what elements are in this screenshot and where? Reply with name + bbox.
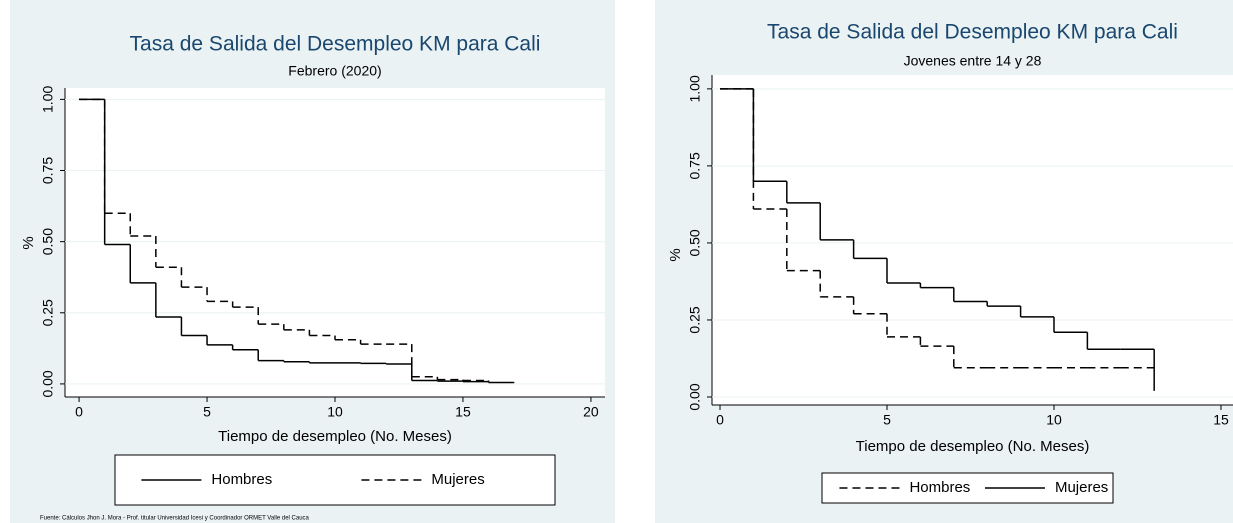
y-tick-label: 0.75 [40, 157, 56, 184]
chart-title: Tasa de Salida del Desempleo KM para Cal… [130, 33, 541, 56]
y-tick-label: 1.00 [40, 86, 56, 113]
y-axis-label: % [667, 248, 684, 261]
plot-area [65, 88, 605, 397]
legend-label: Hombres [909, 479, 970, 496]
legend-label: Hombres [211, 471, 272, 488]
x-axis-label: Tiempo de desempleo (No. Meses) [218, 428, 452, 445]
y-tick-label: 0.25 [40, 299, 56, 326]
x-tick-label: 15 [455, 404, 471, 420]
plot-area [712, 75, 1233, 405]
x-tick-label: 20 [583, 404, 599, 420]
x-tick-label: 5 [203, 404, 211, 420]
x-tick-label: 0 [75, 404, 83, 420]
chart-subtitle: Jovenes entre 14 y 28 [904, 53, 1042, 69]
chart-title: Tasa de Salida del Desempleo KM para Cal… [767, 21, 1178, 44]
y-axis-label: % [20, 236, 37, 249]
x-tick-label: 15 [1213, 412, 1229, 428]
y-tick-label: 0.50 [40, 228, 56, 255]
y-tick-label: 0.00 [40, 370, 56, 397]
legend-label: Mujeres [1055, 479, 1108, 496]
legend-label: Mujeres [431, 471, 484, 488]
y-tick-label: 1.00 [687, 75, 703, 102]
x-tick-label: 10 [1046, 412, 1062, 428]
y-tick-label: 0.25 [687, 306, 703, 333]
y-tick-label: 0.00 [687, 383, 703, 410]
x-tick-label: 5 [883, 412, 891, 428]
x-tick-label: 0 [716, 412, 724, 428]
x-tick-label: 10 [327, 404, 343, 420]
y-tick-label: 0.50 [687, 229, 703, 256]
y-tick-label: 0.75 [687, 152, 703, 179]
chart-subtitle: Febrero (2020) [288, 63, 381, 79]
x-axis-label: Tiempo de desempleo (No. Meses) [856, 438, 1090, 455]
source-note: Fuente: Cálculos Jhon J. Mora - Prof. ti… [40, 516, 310, 522]
